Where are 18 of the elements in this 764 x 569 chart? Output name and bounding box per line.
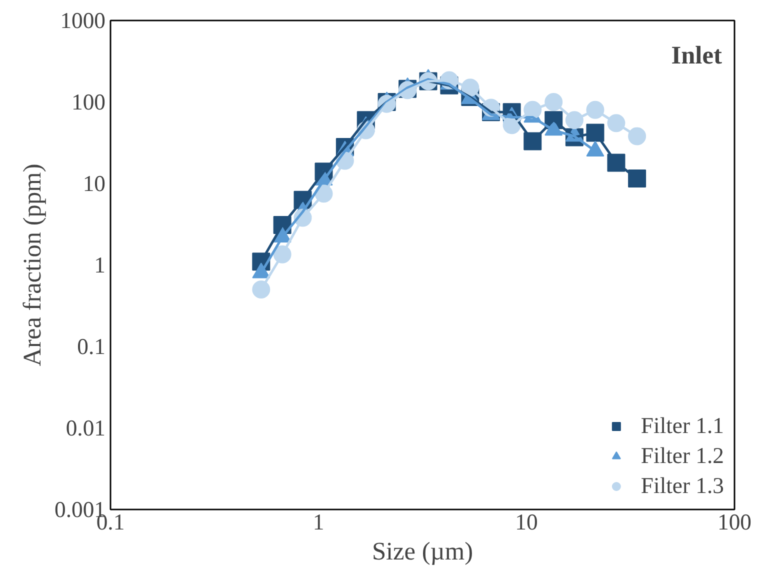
point [628,170,646,188]
point [628,127,646,146]
y-tick-label: 1 [94,252,106,278]
y-tick-label: 10 [82,171,106,196]
annotation: Inlet [671,42,722,70]
legend-label: Filter 1.2 [640,443,724,469]
legend-label: Filter 1.3 [640,473,724,499]
y-tick-label: 1000 [60,8,106,33]
legend-label: Filter 1.1 [640,413,724,439]
y-axis-title: Area fraction (ppm) [18,164,47,366]
point [252,280,270,299]
y-tick-label: 0.01 [66,416,106,440]
x-tick-label: 1 [312,510,324,534]
x-tick-label: 100 [718,510,752,534]
y-tick-label: 0.1 [77,334,106,359]
y-tick-label: 100 [72,90,106,114]
x-tick-label: 10 [515,510,538,534]
x-axis-title: Size (µm) [372,538,474,566]
